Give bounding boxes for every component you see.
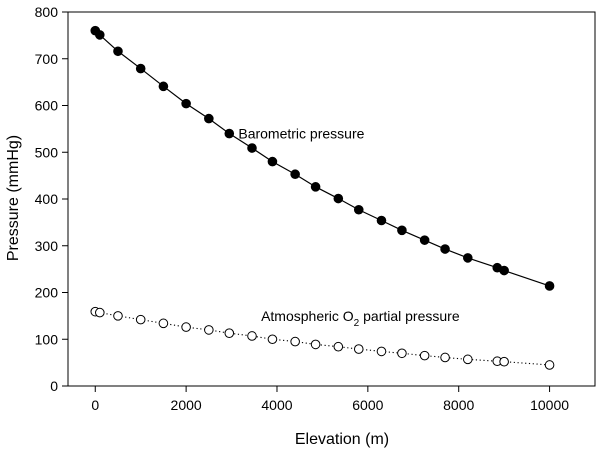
y-tick-label: 800: [35, 4, 59, 20]
data-point: [333, 341, 344, 352]
series-line: [95, 311, 550, 366]
y-tick-label: 400: [35, 191, 59, 207]
data-point: [397, 225, 407, 236]
data-point: [247, 331, 257, 341]
y-tick-label: 600: [35, 98, 59, 114]
data-point: [333, 193, 344, 204]
series-line: [94, 30, 550, 287]
data-point: [462, 354, 473, 365]
data-point: [181, 322, 191, 332]
data-point: [310, 182, 321, 192]
y-tick-label: 700: [35, 51, 59, 67]
series-layer: [90, 25, 555, 370]
data-point: [95, 307, 105, 318]
data-point: [113, 311, 123, 321]
y-tick-label: 100: [35, 331, 59, 347]
annotation-o2-part2: partial pressure: [359, 308, 460, 324]
series-o2-partial: [90, 306, 555, 370]
x-tick-label: 0: [91, 397, 99, 413]
data-point: [376, 346, 387, 357]
data-point: [419, 235, 430, 245]
data-point: [290, 169, 300, 180]
data-point: [310, 339, 321, 350]
y-tick-label: 200: [35, 285, 59, 301]
data-point: [499, 356, 509, 367]
data-point: [397, 348, 407, 359]
y-axis-title: Pressure (mmHg): [5, 135, 22, 261]
data-point: [376, 215, 387, 226]
data-point: [419, 350, 430, 361]
data-point: [95, 30, 105, 40]
data-point: [462, 253, 473, 263]
y-tick-label: 0: [50, 378, 58, 394]
annotation-barometric: Barometric pressure: [238, 126, 364, 142]
data-point: [290, 336, 300, 347]
annotation-o2-subscript: 2: [354, 318, 360, 329]
x-tick-label: 8000: [443, 397, 474, 413]
data-point: [224, 128, 235, 139]
data-point: [440, 244, 450, 254]
data-point: [353, 344, 364, 354]
data-point: [544, 281, 555, 291]
y-tick-label: 500: [35, 144, 59, 160]
data-point: [204, 113, 214, 124]
x-tick-label: 10000: [530, 397, 569, 413]
data-point: [353, 204, 364, 215]
x-tick-label: 6000: [352, 397, 383, 413]
data-point: [181, 98, 191, 109]
x-tick-label: 2000: [171, 397, 202, 413]
data-point: [158, 318, 169, 329]
data-point: [267, 334, 278, 345]
data-point: [267, 156, 278, 167]
data-point: [135, 314, 146, 325]
data-point: [247, 143, 257, 153]
annotation-o2: Atmospheric O2 partial pressure: [261, 308, 460, 329]
x-tick-label: 4000: [261, 397, 292, 413]
series-barometric: [90, 25, 555, 291]
data-point: [544, 360, 555, 370]
data-point: [440, 352, 450, 363]
data-point: [499, 265, 509, 276]
data-point: [158, 81, 169, 92]
y-tick-label: 300: [35, 238, 59, 254]
data-point: [113, 46, 123, 57]
axis-ticks: 0 2000 4000 6000 8000 10000 0 100 200 300 400 500 60…: [35, 4, 570, 413]
data-point: [224, 328, 235, 338]
annotation-o2-part1: Atmospheric O: [261, 308, 354, 324]
data-point: [204, 325, 214, 335]
data-point: [135, 63, 146, 74]
x-axis-title: Elevation (m): [295, 431, 389, 448]
